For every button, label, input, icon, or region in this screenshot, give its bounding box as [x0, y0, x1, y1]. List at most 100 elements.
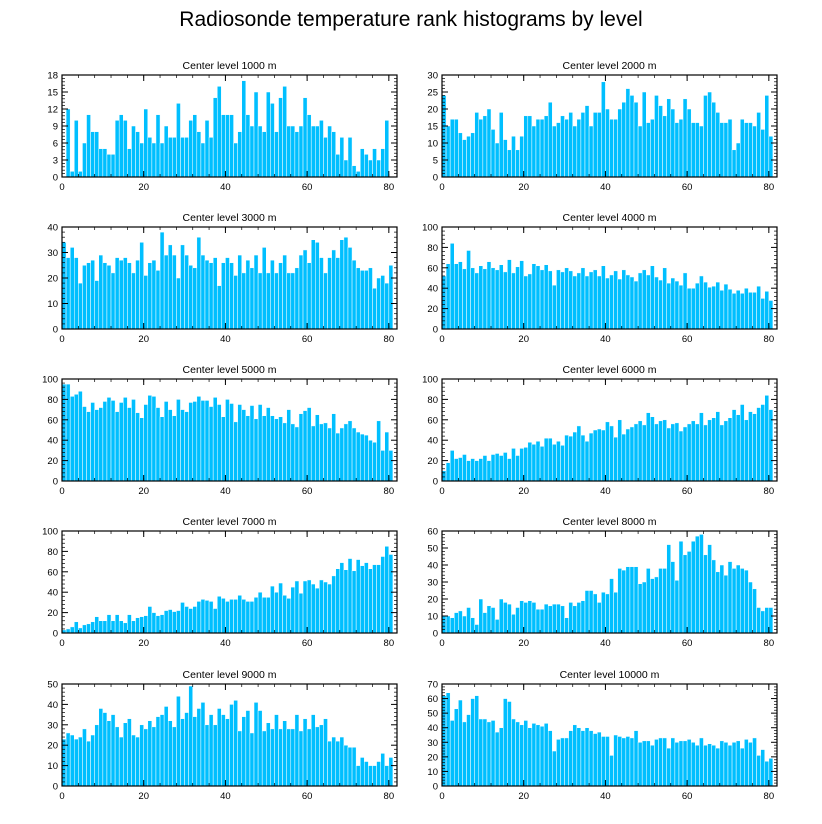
bar	[180, 602, 185, 634]
bar	[478, 718, 484, 787]
bar	[131, 399, 136, 482]
bar	[592, 269, 598, 330]
bar	[376, 159, 381, 178]
bar	[584, 105, 590, 178]
bar	[690, 540, 696, 634]
bar	[449, 720, 455, 787]
bar	[498, 264, 504, 330]
bar	[756, 112, 761, 178]
bar	[90, 734, 95, 787]
x-tick-label: 80	[764, 791, 775, 802]
bar	[102, 262, 108, 330]
x-tick-label: 40	[220, 791, 231, 802]
bar	[368, 568, 373, 634]
bar	[384, 282, 390, 330]
bar	[253, 91, 259, 178]
bar	[621, 737, 627, 787]
bar	[543, 115, 549, 178]
x-tick-label: 40	[600, 638, 611, 649]
x-tick-label: 80	[764, 638, 775, 649]
bar	[531, 263, 537, 330]
bar	[515, 266, 520, 330]
bar	[364, 154, 369, 178]
bar	[515, 149, 520, 178]
bar	[539, 269, 545, 330]
bar	[339, 562, 345, 634]
panel-9: Center level 9000 m 0 20 40 60 80 0 10 20 30 40 50	[47, 669, 398, 802]
bar	[335, 740, 341, 787]
y-tick-label: 20	[47, 456, 58, 467]
bar	[576, 425, 582, 482]
bar	[278, 728, 283, 787]
y-tick-label: 0	[53, 325, 58, 336]
bar	[172, 611, 177, 634]
bar	[547, 270, 553, 330]
bar	[715, 281, 721, 330]
bar	[556, 269, 561, 330]
bar	[633, 730, 639, 787]
bar	[200, 254, 206, 330]
bar	[658, 279, 663, 330]
bar	[143, 615, 149, 634]
bar	[172, 726, 177, 787]
bar	[625, 736, 631, 787]
bar	[511, 135, 516, 178]
bar	[535, 440, 541, 482]
y-tick-label: 0	[433, 325, 438, 336]
x-tick-label: 20	[138, 182, 149, 193]
bar	[654, 276, 659, 330]
bar	[641, 581, 647, 634]
bar	[139, 417, 144, 482]
bar	[458, 261, 463, 330]
bar	[229, 704, 234, 787]
bar	[605, 108, 610, 178]
bar	[552, 750, 557, 787]
bar	[470, 132, 475, 178]
bar	[723, 574, 729, 634]
x-tick-label: 60	[302, 791, 313, 802]
bar	[139, 616, 144, 634]
bar	[498, 727, 504, 787]
bar	[310, 583, 316, 634]
bar	[237, 595, 243, 634]
bar	[274, 272, 279, 330]
bar	[94, 724, 100, 787]
plot-frame	[441, 683, 778, 787]
bar	[764, 607, 770, 634]
bar	[204, 600, 210, 634]
bar	[253, 418, 259, 482]
bar	[711, 101, 716, 178]
bar	[670, 737, 676, 787]
bar	[490, 454, 496, 482]
bar	[539, 608, 545, 634]
bar	[368, 267, 373, 330]
bar	[82, 728, 87, 787]
x-tick-label: 0	[59, 791, 64, 802]
bar	[609, 274, 614, 330]
bar	[719, 122, 725, 178]
bar	[78, 627, 83, 634]
bar	[65, 628, 71, 634]
bar	[462, 268, 467, 330]
bar	[106, 265, 112, 330]
bar	[576, 118, 582, 178]
panel-1: Center level 1000 m 0 20 40 60 80 0 3 6 9 12 15 18	[47, 60, 398, 193]
bar	[707, 743, 712, 787]
bar	[257, 591, 263, 634]
bar	[147, 395, 153, 482]
main-title: Radiosonde temperature rank histograms b…	[179, 8, 643, 31]
bar	[221, 416, 226, 482]
bar	[703, 95, 708, 178]
bar	[86, 623, 91, 634]
bar	[110, 400, 116, 482]
bar	[633, 101, 639, 178]
bar	[196, 601, 202, 634]
bar	[261, 247, 267, 330]
bar	[682, 426, 688, 482]
bar	[699, 737, 704, 787]
bar	[323, 718, 328, 787]
bar	[90, 259, 95, 330]
bar	[376, 761, 381, 787]
bar	[654, 576, 659, 634]
bar	[274, 714, 279, 787]
